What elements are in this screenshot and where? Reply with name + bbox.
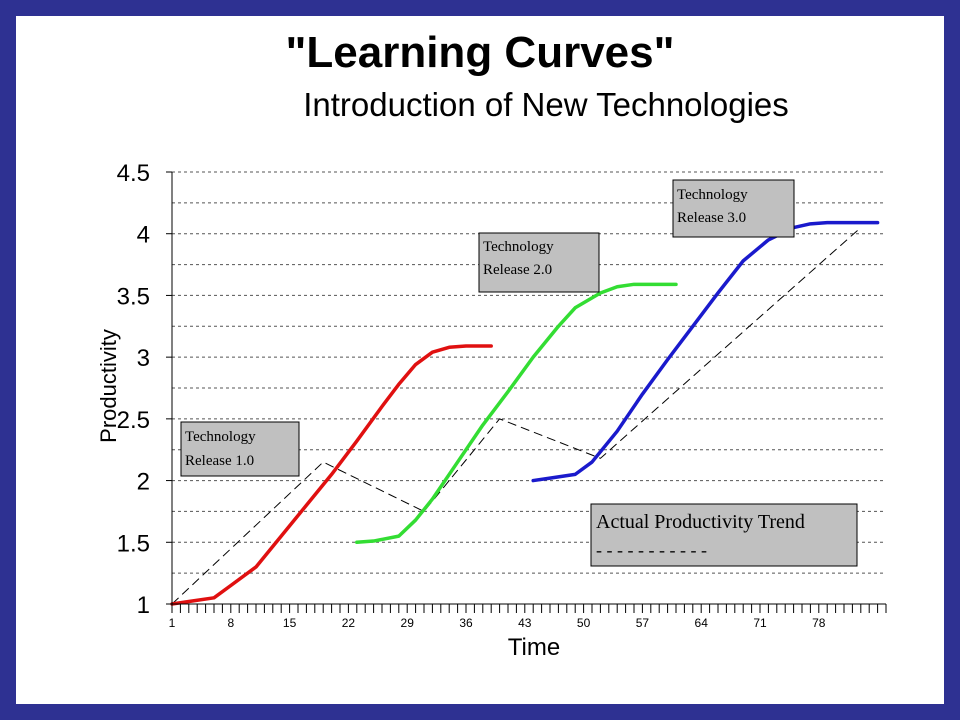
series-line-release1 [170, 344, 493, 606]
x-tick-label: 71 [753, 616, 767, 630]
annotation-release2: Technology Release 2.0 [478, 232, 600, 293]
y-tick-label: 2.5 [117, 407, 150, 434]
series-line-release3 [531, 220, 880, 483]
x-tick-label: 8 [227, 616, 234, 630]
annotation-release3-line1: Technology [677, 187, 748, 203]
y-tick-label: 3 [137, 345, 150, 372]
page-title: "Learning Curves" [285, 28, 675, 77]
x-tick-label: 43 [518, 616, 532, 630]
y-tick-label: 2 [137, 469, 150, 496]
annotation-release1-line2: Release 1.0 [185, 453, 254, 469]
x-tick-label: 36 [459, 616, 473, 630]
slide: "Learning Curves" Introduction of New Te… [16, 16, 944, 704]
x-tick-label: 29 [401, 616, 415, 630]
trend-legend-label: Actual Productivity Trend [596, 511, 805, 533]
y-axis-label: Productivity [96, 329, 121, 443]
x-tick-label: 64 [695, 616, 709, 630]
x-tick-label: 22 [342, 616, 356, 630]
annotation-release3-line2: Release 3.0 [677, 210, 746, 226]
series-layer [170, 220, 880, 606]
y-tick-label: 3.5 [117, 283, 150, 310]
x-tick-label: 1 [169, 616, 176, 630]
trend-legend-box: Actual Productivity Trend - - - - - - - … [590, 503, 858, 567]
y-tick-label: 4.5 [117, 160, 150, 187]
annotation-release2-line2: Release 2.0 [483, 262, 552, 278]
annotation-release1-line1: Technology [185, 429, 256, 445]
trend-layer [171, 227, 862, 605]
trend-legend-dashes: - - - - - - - - - - - [596, 540, 707, 560]
annotation-release3: Technology Release 3.0 [672, 179, 795, 238]
x-axis-label: Time [508, 634, 560, 661]
series-line-release2 [355, 282, 678, 545]
x-tick-label: 78 [812, 616, 826, 630]
annotation-release2-line1: Technology [483, 239, 554, 255]
axis-layer: 1 1.5 2 2.5 3 3.5 4 4.5 1 8 15 22 29 36 43 50 57 64 71 78 [117, 160, 887, 630]
annotation-release1: Technology Release 1.0 [180, 421, 300, 477]
page-subtitle: Introduction of New Technologies [303, 86, 789, 123]
y-tick-label: 1 [137, 592, 150, 619]
trend-line [171, 227, 862, 605]
x-tick-label: 15 [283, 616, 297, 630]
y-tick-label: 4 [137, 222, 150, 249]
y-tick-label: 1.5 [117, 530, 150, 557]
x-tick-label: 57 [636, 616, 650, 630]
x-tick-label: 50 [577, 616, 591, 630]
